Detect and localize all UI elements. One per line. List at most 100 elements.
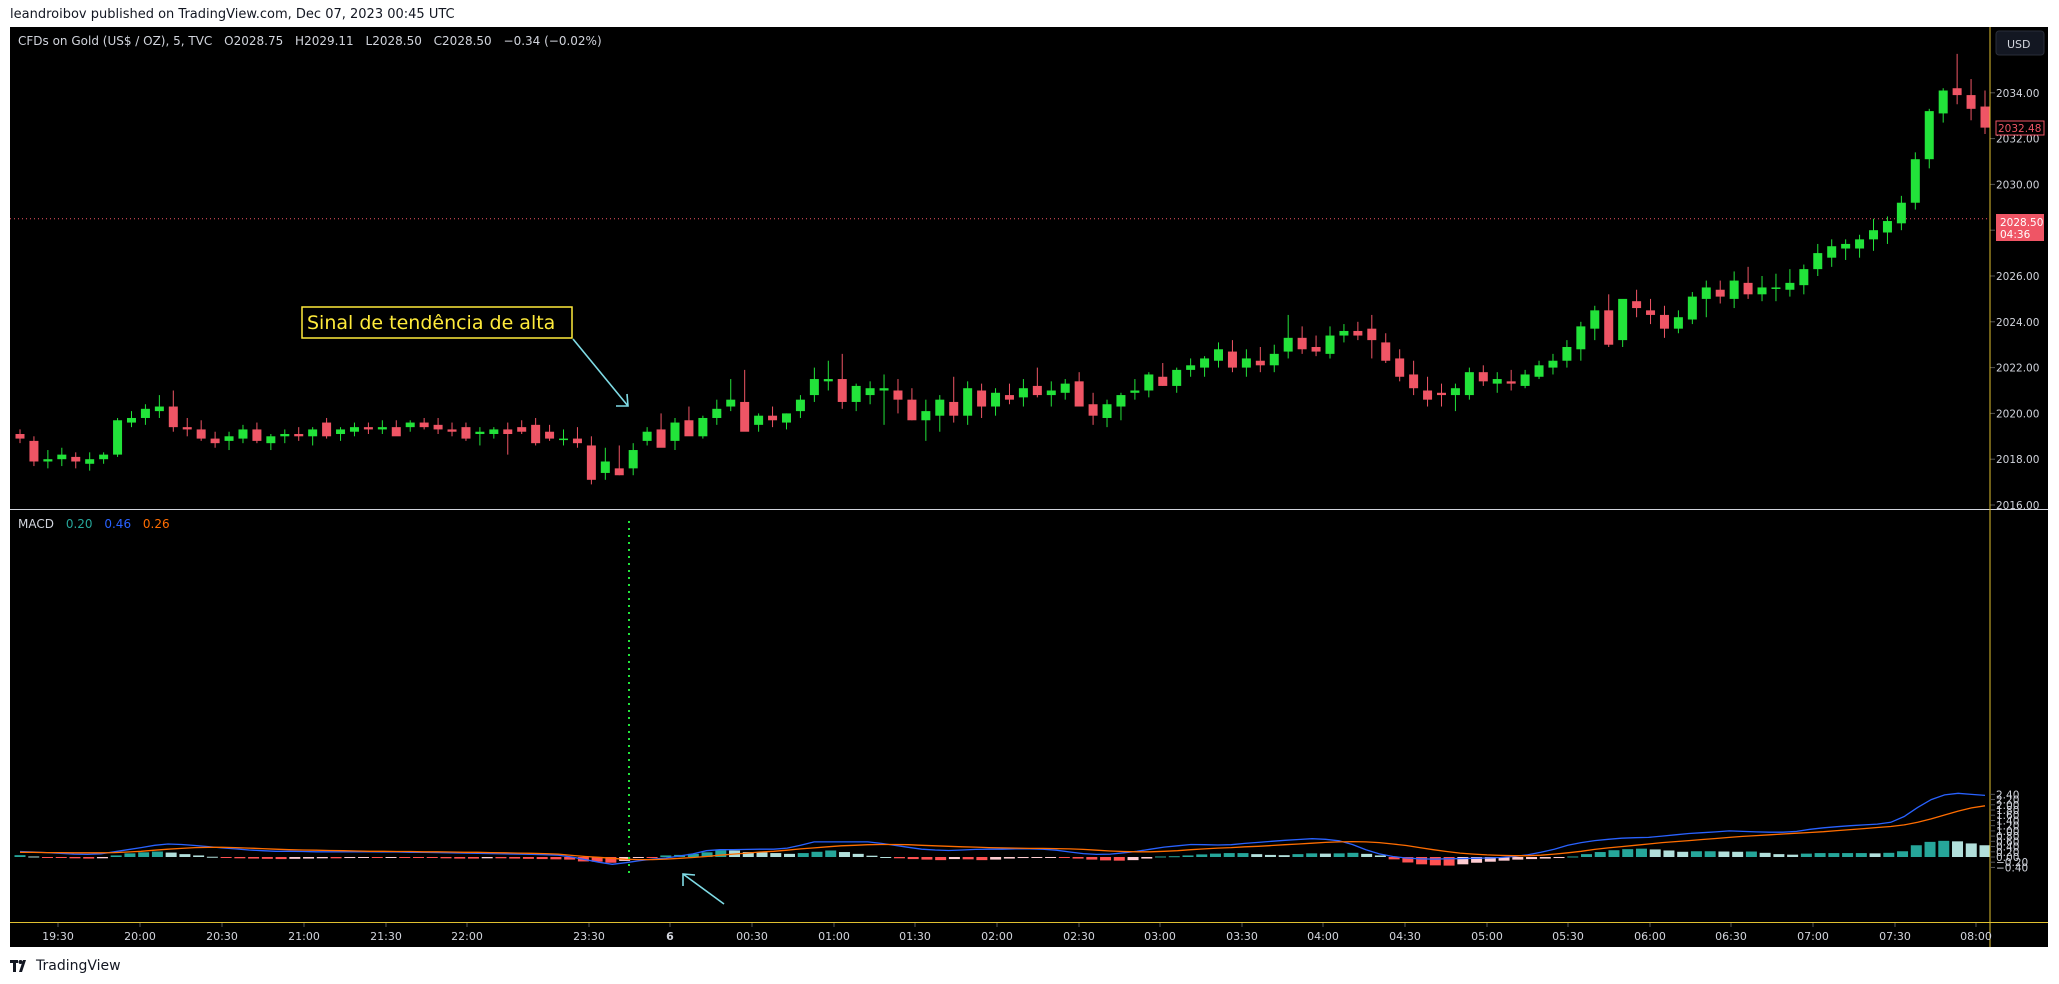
histogram-bar	[1058, 857, 1070, 858]
candle-body	[71, 456, 81, 462]
histogram-bar	[399, 857, 411, 858]
candle-body	[252, 429, 262, 441]
price-tick-label: 2030.00	[1996, 179, 2039, 191]
candle-body	[1450, 388, 1460, 396]
price-tick-label: 2024.00	[1996, 317, 2039, 329]
candle-body	[1938, 90, 1948, 114]
current-price-text: 2028.50	[2000, 217, 2043, 229]
svg-text:2032.48: 2032.48	[1998, 123, 2041, 135]
histogram-bar	[1910, 845, 1922, 857]
histogram-bar	[1979, 845, 1991, 857]
currency-button[interactable]: USD	[1995, 30, 2045, 56]
price-tick-label: 2034.00	[1996, 88, 2039, 100]
histogram-bar	[1539, 857, 1551, 859]
time-tick-label: 02:00	[981, 930, 1013, 943]
histogram-bar	[1155, 856, 1167, 858]
histogram-bar	[1663, 850, 1675, 857]
histogram-bar	[1526, 857, 1538, 860]
candle-body	[614, 468, 624, 476]
candle-body	[726, 399, 736, 407]
histogram-bar	[440, 857, 452, 859]
time-tick-label: 07:30	[1879, 930, 1911, 943]
candle-body	[600, 461, 610, 473]
annotation-arrow-line	[572, 338, 629, 407]
histogram-bar	[1429, 857, 1441, 866]
histogram-bar	[96, 857, 108, 859]
histogram-bar	[124, 853, 136, 857]
time-tick-label: 01:30	[899, 930, 931, 943]
histogram-bar	[1787, 854, 1799, 857]
candle-body	[1520, 374, 1530, 386]
legend-high: H2029.11	[295, 34, 354, 48]
candle-body	[1102, 404, 1112, 418]
histogram-bar	[1635, 848, 1647, 857]
histogram-bar	[1855, 853, 1867, 857]
histogram-bar	[1842, 853, 1854, 857]
macd-legend-hist: 0.20	[66, 517, 93, 531]
histogram-bar	[935, 857, 947, 861]
tradingview-logo[interactable]: TradingView	[10, 958, 121, 974]
histogram-bar	[303, 857, 315, 859]
candle-body	[1464, 372, 1474, 396]
candle-body	[322, 422, 332, 437]
candle-body	[1548, 360, 1558, 368]
legend-symbol: CFDs on Gold (US$ / OZ), 5, TVC	[18, 34, 212, 48]
candle-body	[1659, 314, 1669, 329]
chart-canvas[interactable]: 2016.00 2018.00 2020.00 2022.00 2024.00 2026.…	[10, 27, 2048, 947]
histogram-bar	[522, 857, 534, 859]
histogram-bar	[866, 855, 878, 857]
candle-body	[15, 434, 25, 439]
candle-body	[1729, 280, 1739, 299]
candle-body	[1799, 269, 1809, 286]
candle-body	[349, 427, 359, 432]
candle-body	[795, 399, 805, 412]
countdown-text: 04:36	[2000, 229, 2031, 241]
histogram-bar	[646, 857, 658, 858]
macd-pane[interactable]	[14, 792, 1991, 866]
candle-body	[1325, 335, 1335, 354]
candle-body	[740, 401, 750, 432]
brand-text: TradingView	[36, 958, 121, 974]
legend-low: L2028.50	[366, 34, 422, 48]
histogram-bar	[509, 857, 521, 859]
candle-body	[963, 388, 973, 416]
candle-body	[1632, 301, 1642, 309]
chart-container[interactable]: 2016.00 2018.00 2020.00 2022.00 2024.00 2026.…	[10, 27, 2048, 947]
time-tick-label: 20:00	[124, 930, 156, 943]
candle-body	[1952, 88, 1962, 96]
annotation-callout[interactable]: Sinal de tendência de alta	[301, 306, 629, 407]
candle-body	[85, 459, 95, 464]
histogram-bar	[83, 857, 95, 859]
histogram-bar	[1168, 856, 1180, 858]
candle-body	[712, 408, 722, 418]
histogram-bar	[564, 857, 576, 860]
histogram-bar	[838, 852, 850, 857]
histogram-bar	[371, 857, 383, 858]
histogram-bar	[1292, 854, 1304, 857]
candle-body	[1214, 349, 1224, 361]
publisher-bar: leandroibov published on TradingView.com…	[0, 0, 2059, 27]
histogram-bar	[206, 856, 218, 858]
histogram-bar	[962, 857, 974, 860]
candle-body	[1882, 221, 1892, 233]
histogram-bar	[1374, 855, 1386, 857]
histogram-bar	[1622, 849, 1634, 857]
macd-legend-name: MACD	[18, 517, 54, 531]
histogram-bar	[1402, 857, 1414, 863]
candle-body	[1130, 390, 1140, 393]
histogram-bar	[1223, 853, 1235, 857]
macd-legend: MACD 0.20 0.46 0.26	[18, 517, 170, 531]
histogram-bar	[412, 857, 424, 858]
candle-body	[921, 411, 931, 421]
histogram-bar	[1113, 857, 1125, 861]
price-pane[interactable]	[10, 53, 1990, 485]
macd-tick-label: 0.60	[1996, 836, 2019, 848]
histogram-bar	[1938, 840, 1950, 857]
candle-body	[1436, 392, 1446, 396]
histogram-bar	[948, 857, 960, 860]
macd-tick-label: 1.00	[1996, 826, 2019, 838]
histogram-bar	[316, 857, 328, 859]
histogram-bar	[344, 857, 356, 859]
price-tick-label: 2016.00	[1996, 500, 2039, 512]
candle-body	[865, 388, 875, 396]
